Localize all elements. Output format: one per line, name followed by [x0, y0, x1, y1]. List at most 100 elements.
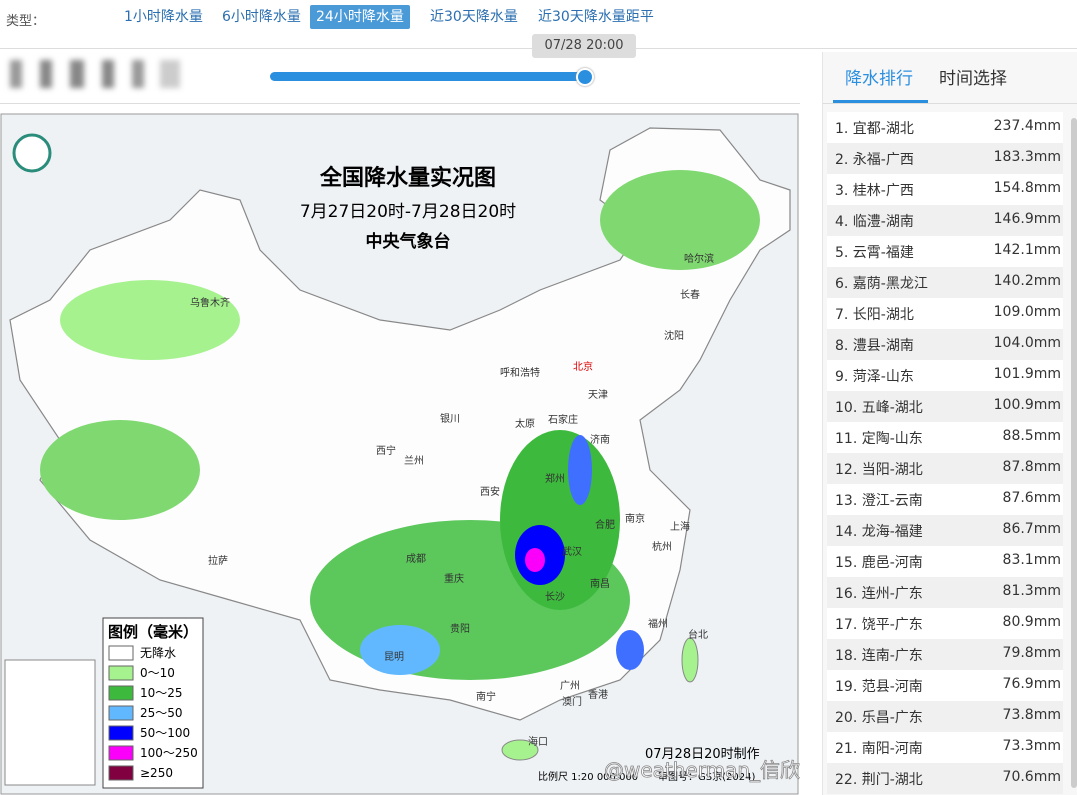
city-label: 银川 — [440, 412, 460, 425]
city-label: 香港 — [588, 689, 608, 701]
station: 9. 菏泽-山东 — [835, 369, 914, 385]
scrollbar[interactable] — [1071, 118, 1077, 788]
legend-label: 25～50 — [140, 706, 183, 720]
city-label: 杭州 — [652, 540, 672, 553]
ranking-row: 5. 云霄-福建 142.1mm — [827, 236, 1063, 267]
slider-track[interactable] — [270, 72, 585, 81]
city-label: 兰州 — [404, 454, 424, 467]
city-label: 哈尔滨 — [684, 252, 714, 265]
ranking-row: 4. 临澧-湖南 146.9mm — [827, 205, 1063, 236]
rain-amount: 237.4mm — [993, 118, 1061, 134]
ranking-row: 10. 五峰-湖北 100.9mm — [827, 391, 1063, 422]
ranking-row: 3. 桂林-广西 154.8mm — [827, 174, 1063, 205]
type-tab[interactable]: 6小时降水量 — [222, 9, 301, 25]
city-label: 长春 — [680, 289, 700, 301]
city-label: 成都 — [406, 553, 426, 565]
legend-label: 无降水 — [140, 646, 176, 660]
ranking-row: 15. 鹿邑-河南 83.1mm — [827, 546, 1063, 577]
station: 21. 南阳-河南 — [835, 741, 923, 757]
ranking-row: 14. 龙海-福建 86.7mm — [827, 515, 1063, 546]
ranking-row: 6. 嘉荫-黑龙江 140.2mm — [827, 267, 1063, 298]
legend-swatch — [108, 665, 134, 681]
station: 4. 临澧-湖南 — [835, 214, 914, 230]
ranking-row: 16. 连州-广东 81.3mm — [827, 577, 1063, 608]
city-label: 拉萨 — [208, 554, 228, 567]
rain-amount: 86.7mm — [1002, 521, 1061, 537]
type-tab[interactable]: 1小时降水量 — [124, 9, 203, 25]
ranking-row: 13. 澄江-云南 87.6mm — [827, 484, 1063, 515]
city-label: 石家庄 — [548, 413, 578, 426]
ranking-row: 21. 南阳-河南 73.3mm — [827, 732, 1063, 763]
rain-amount: 101.9mm — [993, 366, 1061, 382]
legend-label: ≥250 — [140, 766, 173, 780]
rain-amount: 87.6mm — [1002, 490, 1061, 506]
ranking-row: 18. 连南-广东 79.8mm — [827, 639, 1063, 670]
rain-amount: 88.5mm — [1002, 428, 1061, 444]
rain-amount: 76.9mm — [1002, 676, 1061, 692]
panel-tab[interactable]: 降水排行 — [845, 69, 913, 89]
map-approval: 审图号：GS京(2024) — [658, 770, 755, 783]
legend-label: 50～100 — [140, 726, 190, 740]
city-label: 西安 — [480, 485, 500, 498]
city-label: 福州 — [648, 617, 668, 630]
rain-amount: 81.3mm — [1002, 583, 1061, 599]
legend-swatch — [108, 725, 134, 741]
map-period: 7月27日20时-7月28日20时 — [300, 202, 516, 222]
rain-amount: 83.1mm — [1002, 552, 1061, 568]
city-label: 贵阳 — [450, 622, 470, 635]
rain-amount: 154.8mm — [993, 180, 1061, 196]
rain-amount: 142.1mm — [993, 242, 1061, 258]
station: 5. 云霄-福建 — [835, 245, 914, 261]
station: 14. 龙海-福建 — [835, 524, 923, 540]
rain-amount: 80.9mm — [1002, 614, 1061, 630]
ranking-row: 9. 菏泽-山东 101.9mm — [827, 360, 1063, 391]
type-tab[interactable]: 24小时降水量 — [310, 5, 410, 29]
station: 20. 乐昌-广东 — [835, 710, 923, 726]
station: 8. 澧县-湖南 — [835, 338, 914, 354]
rain-amount: 87.8mm — [1002, 459, 1061, 475]
divider — [0, 103, 800, 104]
legend-label: 100～250 — [140, 746, 198, 760]
station: 10. 五峰-湖北 — [835, 400, 923, 416]
legend-swatch — [108, 685, 134, 701]
city-label: 沈阳 — [664, 329, 684, 342]
rain-amount: 109.0mm — [993, 304, 1061, 320]
map-source: 中央气象台 — [366, 231, 451, 252]
map-scale: 比例尺 1:20 000 000 — [538, 770, 638, 783]
city-label: 重庆 — [444, 572, 464, 585]
station: 12. 当阳-湖北 — [835, 462, 923, 478]
station: 15. 鹿邑-河南 — [835, 555, 923, 571]
legend-swatch — [108, 765, 134, 781]
map-title: 全国降水量实况图 — [319, 165, 496, 191]
land — [4, 127, 791, 786]
city-label: 南昌 — [590, 577, 610, 590]
panel-tab[interactable]: 时间选择 — [939, 69, 1007, 89]
type-tab[interactable]: 近30天降水量距平 — [538, 9, 654, 25]
ranking-row: 8. 澧县-湖南 104.0mm — [827, 329, 1063, 360]
station: 13. 澄江-云南 — [835, 493, 923, 509]
city-label: 上海 — [670, 520, 690, 533]
slider-handle[interactable] — [576, 68, 594, 86]
made-time: 07月28日20时制作 — [645, 747, 760, 762]
city-label: 呼和浩特 — [500, 367, 540, 379]
station: 19. 范县-河南 — [835, 679, 923, 695]
station: 16. 连州-广东 — [835, 586, 923, 602]
type-tab[interactable]: 近30天降水量 — [430, 9, 518, 25]
rain-amount: 183.3mm — [993, 149, 1061, 165]
legend-title: 图例（毫米） — [108, 623, 198, 641]
city-label: 郑州 — [545, 472, 565, 485]
city-label: 南京 — [625, 512, 645, 525]
rain-amount: 104.0mm — [993, 335, 1061, 351]
station: 22. 荆门-湖北 — [835, 772, 923, 788]
ranking-row: 20. 乐昌-广东 73.8mm — [827, 701, 1063, 732]
city-label: 西宁 — [376, 444, 396, 457]
station: 2. 永福-广西 — [835, 152, 914, 168]
ranking-row: 11. 定陶-山东 88.5mm — [827, 422, 1063, 453]
rain-amount: 73.8mm — [1002, 707, 1061, 723]
ranking-row: 7. 长阳-湖北 109.0mm — [827, 298, 1063, 329]
city-label: 长沙 — [545, 591, 565, 603]
station: 7. 长阳-湖北 — [835, 307, 914, 323]
legend-swatch — [108, 645, 134, 661]
